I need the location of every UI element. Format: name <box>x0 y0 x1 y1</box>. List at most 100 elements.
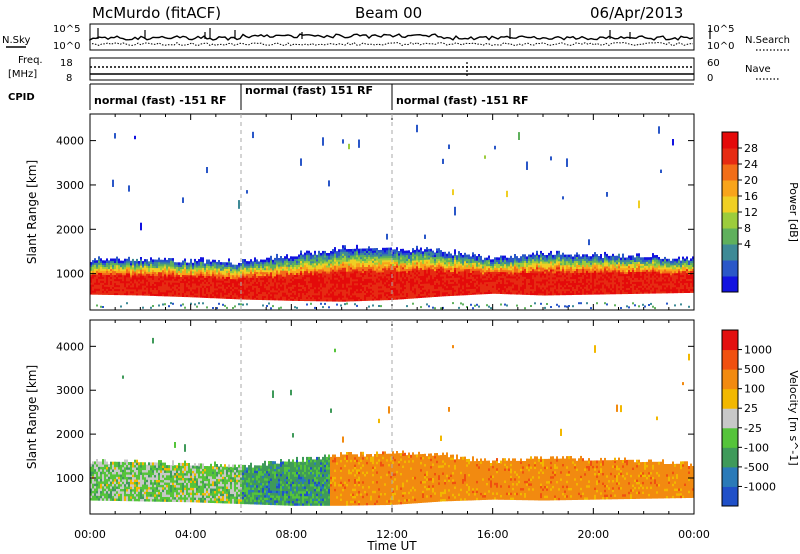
power-cell <box>164 259 166 263</box>
power-cell <box>384 291 386 295</box>
power-cell <box>326 264 328 268</box>
power-cell <box>378 267 380 271</box>
power-cell <box>128 286 130 290</box>
power-cell <box>230 290 232 293</box>
power-cell <box>290 260 292 263</box>
power-cell <box>180 292 182 295</box>
power-cell <box>396 289 398 292</box>
power-cell <box>204 267 206 270</box>
power-cell <box>320 270 322 274</box>
power-cell <box>452 291 454 294</box>
power-cell <box>260 271 262 275</box>
power-cell <box>128 268 130 272</box>
power-cell <box>376 248 378 251</box>
power-cell <box>272 279 274 283</box>
power-cell <box>322 290 324 294</box>
power-cell <box>354 280 356 284</box>
power-cell <box>164 267 166 271</box>
power-cell <box>168 258 170 261</box>
power-cell <box>462 254 464 258</box>
power-cell <box>242 294 244 298</box>
power-cell <box>460 255 462 258</box>
power-cell <box>424 279 426 282</box>
power-cell <box>174 262 176 265</box>
power-cell <box>504 265 506 269</box>
power-cell <box>374 264 376 267</box>
power-cell <box>348 279 350 282</box>
power-cell <box>100 290 102 293</box>
power-cell <box>244 265 246 268</box>
power-cell <box>180 264 182 267</box>
power-cell <box>400 258 402 262</box>
power-cell <box>342 297 344 300</box>
power-cell <box>336 289 338 292</box>
power-cell <box>104 282 106 285</box>
power-cell <box>456 279 458 282</box>
power-cell <box>130 278 132 282</box>
power-cell <box>122 260 124 264</box>
power-cell <box>300 264 302 268</box>
power-cell <box>146 281 148 284</box>
power-cell <box>160 261 162 265</box>
power-cell <box>266 305 268 307</box>
power-cell <box>154 293 156 296</box>
power-cell <box>282 276 284 279</box>
power-cell <box>426 289 428 292</box>
power-cell <box>376 252 378 255</box>
power-cell <box>174 294 176 297</box>
power-cell <box>532 268 534 272</box>
power-cell <box>136 278 138 282</box>
power-cell <box>238 282 240 286</box>
power-cell <box>488 285 490 288</box>
power-cell <box>242 277 244 280</box>
power-cell <box>298 278 300 281</box>
power-cell <box>148 287 150 290</box>
power-cell <box>388 267 390 271</box>
power-cell <box>440 307 442 310</box>
power-cell <box>320 286 322 290</box>
power-cell <box>282 282 284 285</box>
power-cell <box>292 274 294 277</box>
power-cell <box>310 270 312 274</box>
power-cell <box>374 288 376 291</box>
power-cell <box>290 278 292 281</box>
power-cell <box>296 280 298 283</box>
power-cell <box>202 269 204 272</box>
power-cell <box>366 258 368 261</box>
power-cell <box>460 284 462 288</box>
power-cell <box>344 297 346 300</box>
power-cell <box>90 274 92 277</box>
power-cell <box>448 253 450 257</box>
power-cell <box>470 270 472 273</box>
power-cell <box>240 292 242 296</box>
power-cell <box>166 263 168 267</box>
power-cell <box>118 284 120 288</box>
power-cell <box>420 291 422 294</box>
power-cell <box>480 279 482 283</box>
power-cell <box>494 289 496 292</box>
power-cell <box>382 269 384 273</box>
power-cell <box>456 281 458 284</box>
power-cell <box>232 264 234 268</box>
power-cell <box>430 256 432 260</box>
power-cell <box>536 278 538 282</box>
power-cell <box>164 293 166 297</box>
power-cell <box>360 286 362 290</box>
power-cell <box>466 266 468 270</box>
power-cell <box>266 269 268 273</box>
power-cell <box>156 281 158 285</box>
power-cell <box>458 253 460 256</box>
power-cell <box>472 282 474 285</box>
power-cell <box>278 279 280 283</box>
power-cell <box>194 266 196 270</box>
power-cell <box>358 274 360 278</box>
power-cell <box>322 288 324 292</box>
power-cell <box>534 270 536 274</box>
power-cell <box>528 258 530 262</box>
power-cell <box>398 292 400 296</box>
power-cell <box>256 283 258 286</box>
power-cell <box>286 290 288 293</box>
power-cell <box>418 265 420 269</box>
power-cell <box>530 262 532 266</box>
power-cell <box>438 256 440 259</box>
